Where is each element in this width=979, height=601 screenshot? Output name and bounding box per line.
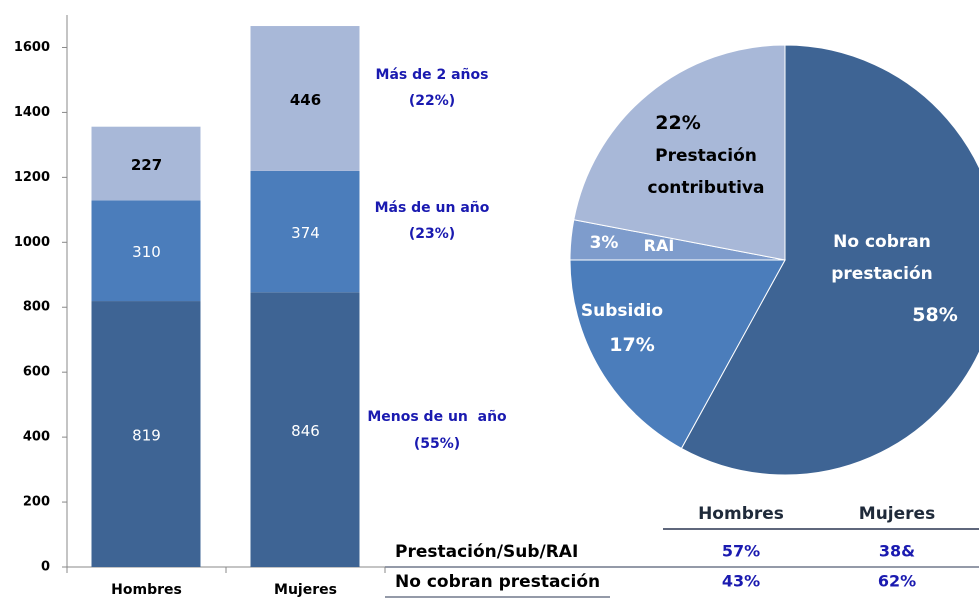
x-tick-label: Hombres	[111, 582, 182, 598]
y-tick-label: 200	[23, 495, 50, 510]
bar-value-label: 310	[132, 243, 161, 261]
y-tick-label: 1400	[14, 105, 50, 120]
bar-segment	[250, 26, 360, 171]
bar-segment	[91, 200, 201, 302]
table-header: Mujeres	[859, 504, 935, 524]
pie-label: Subsidio	[580, 301, 664, 321]
bar-segment	[91, 301, 201, 567]
pie-label: RAI	[643, 236, 675, 255]
legend-label: Más de 2 años	[376, 67, 489, 83]
pie-slice	[680, 44, 979, 476]
x-tick-label: Mujeres	[274, 582, 337, 598]
y-tick-label: 800	[23, 300, 50, 315]
y-tick-label: 400	[23, 430, 50, 445]
y-tick-label: 600	[23, 365, 50, 380]
y-tick-label: 1000	[14, 235, 50, 250]
pie-slice	[573, 44, 786, 261]
table-cell: 57%	[722, 542, 760, 561]
legend-note: (22%)	[409, 93, 455, 109]
pie-label: Prestación contributiva	[647, 146, 765, 198]
table-header: Hombres	[698, 504, 784, 524]
bar-segment	[250, 170, 360, 293]
pie-slice	[569, 259, 786, 450]
bar-segment	[250, 292, 360, 567]
legend-note: (55%)	[414, 436, 460, 452]
pie-label: No cobran prestación	[831, 232, 933, 284]
y-tick-label: 1600	[14, 40, 50, 55]
y-tick-label: 1200	[14, 170, 50, 185]
pie-value-label: 58%	[912, 304, 958, 326]
legend-label: Más de un año	[375, 200, 490, 216]
bar-segment	[91, 126, 201, 201]
legend-note: (23%)	[409, 226, 455, 242]
table-row-label: No cobran prestación	[395, 572, 600, 592]
table-cell: 43%	[722, 572, 760, 591]
bar-value-label: 819	[132, 427, 161, 445]
table-cell: 62%	[878, 572, 916, 591]
bar-value-label: 227	[131, 156, 162, 174]
pie-value-label: 17%	[609, 334, 655, 356]
bar-value-label: 446	[290, 91, 321, 109]
pie-value-label: 22%	[655, 112, 701, 134]
pie-value-label: 3%	[589, 233, 619, 253]
y-tick-label: 0	[41, 560, 50, 575]
legend-label: Menos de un año	[367, 409, 507, 425]
table-row-label: Prestación/Sub/RAI	[395, 542, 578, 562]
table-cell: 38&	[879, 542, 915, 561]
bar-value-label: 374	[291, 224, 320, 242]
bar-value-label: 846	[291, 422, 320, 440]
